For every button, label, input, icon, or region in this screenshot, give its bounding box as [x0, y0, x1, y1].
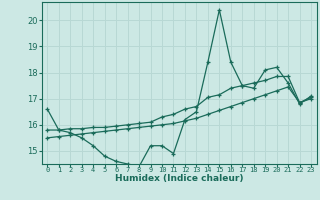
- X-axis label: Humidex (Indice chaleur): Humidex (Indice chaleur): [115, 174, 244, 183]
